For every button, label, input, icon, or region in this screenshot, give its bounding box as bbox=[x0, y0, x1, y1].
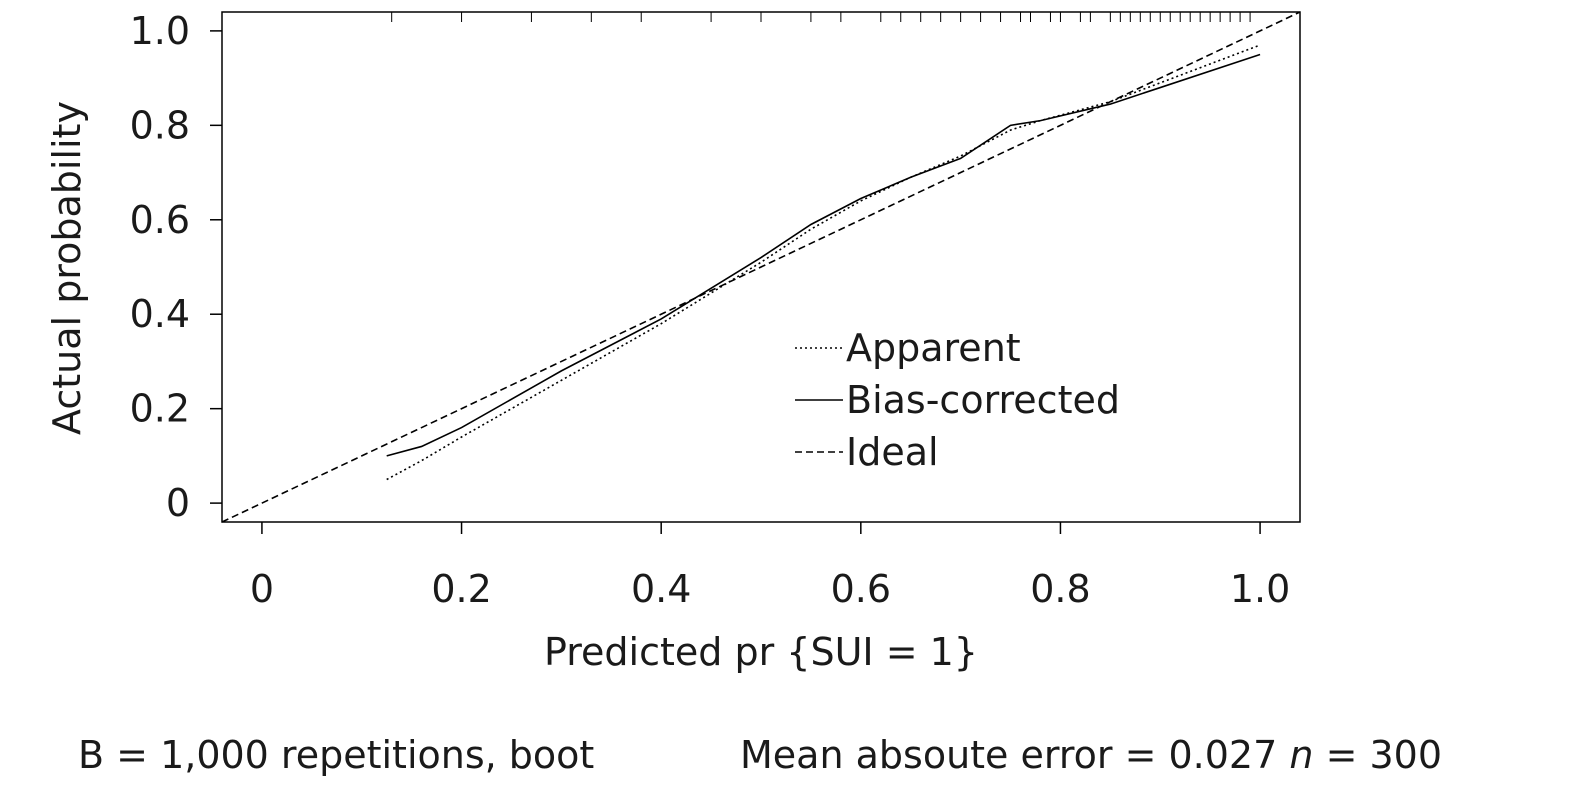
y-tick-label: 0 bbox=[166, 481, 190, 525]
series-line bbox=[386, 53, 1261, 457]
legend-label: Apparent bbox=[846, 326, 1021, 370]
x-tick-label: 0 bbox=[250, 567, 274, 611]
y-tick-label: 0.8 bbox=[130, 103, 190, 147]
series-line bbox=[221, 11, 1301, 523]
series-line bbox=[386, 44, 1261, 481]
y-tick-label: 0.4 bbox=[130, 292, 190, 336]
x-tick-label: 1.0 bbox=[1230, 567, 1290, 611]
x-axis-label: Predicted pr {SUI = 1} bbox=[544, 630, 978, 674]
x-tick-label: 0.2 bbox=[431, 567, 491, 611]
note-error: Mean absoute error = 0.027 bbox=[740, 733, 1277, 777]
x-tick-label: 0.8 bbox=[1030, 567, 1090, 611]
note-n: n bbox=[1289, 733, 1313, 777]
y-tick-label: 0.6 bbox=[130, 198, 190, 242]
x-tick-label: 0.6 bbox=[831, 567, 891, 611]
note-n-value: = 300 bbox=[1326, 733, 1442, 777]
y-axis-label: Actual probability bbox=[45, 101, 89, 435]
note-left: B = 1,000 repetitions, boot bbox=[78, 733, 594, 777]
y-tick-label: 1.0 bbox=[130, 9, 190, 53]
y-tick-label: 0.2 bbox=[130, 387, 190, 431]
x-tick-label: 0.4 bbox=[631, 567, 691, 611]
legend-label: Ideal bbox=[846, 430, 939, 474]
note-right: Mean absoute error = 0.027 n = 300 bbox=[740, 733, 1442, 777]
legend-label: Bias-corrected bbox=[846, 378, 1120, 422]
